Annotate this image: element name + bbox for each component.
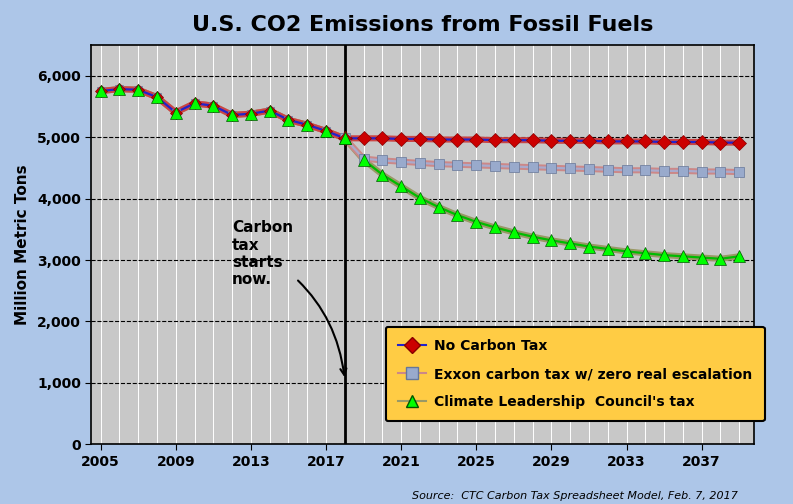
- Text: Source:  CTC Carbon Tax Spreadsheet Model, Feb. 7, 2017: Source: CTC Carbon Tax Spreadsheet Model…: [412, 491, 738, 501]
- Title: U.S. CO2 Emissions from Fossil Fuels: U.S. CO2 Emissions from Fossil Fuels: [192, 15, 653, 35]
- Legend: No Carbon Tax, Exxon carbon tax w/ zero real escalation, Climate Leadership  Cou: No Carbon Tax, Exxon carbon tax w/ zero …: [385, 327, 765, 421]
- Text: Carbon
tax
starts
now.: Carbon tax starts now.: [232, 220, 347, 375]
- Y-axis label: Million Metric Tons: Million Metric Tons: [15, 164, 30, 325]
